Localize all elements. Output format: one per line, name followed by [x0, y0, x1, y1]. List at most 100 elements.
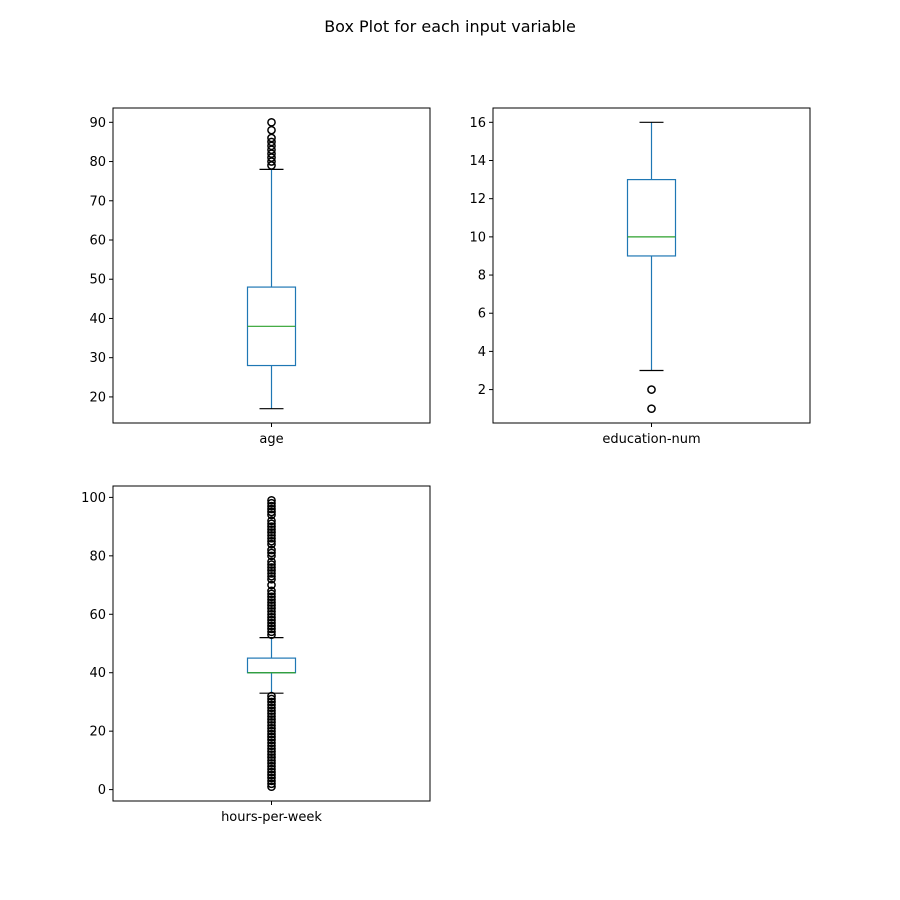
- y-tick-label: 70: [89, 194, 106, 209]
- y-tick-label: 90: [89, 116, 106, 131]
- outlier-point: [267, 592, 276, 602]
- outlier-point: [267, 764, 276, 774]
- outlier-point: [267, 566, 276, 575]
- y-tick-label: 20: [89, 390, 106, 405]
- outlier-point: [267, 694, 276, 704]
- outlier-point: [267, 495, 276, 505]
- outlier-point: [267, 580, 276, 590]
- outlier-point: [267, 744, 276, 754]
- y-tick-label: 10: [469, 230, 486, 245]
- outlier-point: [267, 539, 276, 549]
- iqr-box: [246, 657, 297, 674]
- outlier-point: [267, 715, 276, 724]
- outlier-point: [267, 548, 276, 558]
- outlier-point: [267, 732, 276, 742]
- y-tick-label: 16: [469, 116, 486, 131]
- outlier-point: [267, 598, 276, 607]
- outlier-point: [267, 528, 276, 537]
- outlier-point: [267, 533, 276, 543]
- outlier-point: [267, 729, 276, 739]
- outlier-point: [267, 758, 276, 768]
- outlier-point: [267, 624, 276, 634]
- outlier-point: [267, 726, 276, 736]
- outlier-point: [267, 557, 276, 567]
- outlier-point: [267, 723, 276, 733]
- outlier-point: [267, 770, 276, 780]
- outlier-point: [267, 531, 276, 540]
- outlier-point: [267, 545, 276, 555]
- y-tick-label: 60: [89, 608, 106, 623]
- outlier-point: [267, 117, 276, 127]
- outlier-point: [267, 498, 276, 508]
- outlier-point: [267, 516, 276, 526]
- outlier-point: [267, 571, 276, 581]
- x-category-label: education-num: [602, 432, 700, 447]
- outlier-point: [267, 522, 276, 531]
- y-tick-label: 8: [478, 269, 486, 284]
- outlier-point: [267, 779, 276, 789]
- y-tick-label: 50: [89, 273, 106, 288]
- iqr-box: [626, 178, 677, 257]
- outlier-point: [267, 574, 276, 584]
- outlier-point: [267, 612, 276, 622]
- y-tick-label: 60: [89, 234, 106, 249]
- outlier-point: [267, 630, 276, 640]
- outlier-point: [267, 691, 276, 701]
- outlier-point: [267, 601, 276, 610]
- subplot-hours-per-week: 0 20 40 60 80 100 hours-per-week: [81, 485, 431, 825]
- outlier-point: [267, 738, 276, 748]
- outlier-point: [267, 560, 276, 569]
- outlier-point: [267, 595, 276, 605]
- y-tick-label: 6: [478, 307, 486, 322]
- outlier-point: [267, 627, 276, 637]
- x-category-label: age: [259, 432, 283, 447]
- outlier-point: [267, 563, 276, 572]
- outlier-point: [267, 735, 276, 745]
- outlier-point: [267, 720, 276, 730]
- y-tick-label: 2: [478, 383, 486, 398]
- outlier-point: [267, 753, 276, 762]
- outlier-point: [267, 504, 276, 514]
- outlier-point: [267, 773, 276, 783]
- y-tick-label: 0: [98, 783, 106, 798]
- outlier-point: [267, 761, 276, 771]
- outlier-point: [267, 525, 276, 534]
- outlier-point: [267, 700, 276, 710]
- outlier-point: [267, 709, 276, 718]
- outlier-point: [267, 536, 276, 546]
- outlier-point: [267, 607, 276, 616]
- outlier-point: [267, 618, 276, 628]
- outlier-point: [267, 747, 276, 756]
- outlier-point: [267, 609, 276, 619]
- outlier-point: [267, 125, 276, 135]
- outlier-point: [267, 551, 276, 561]
- outlier-point: [267, 741, 276, 751]
- y-tick-label: 20: [89, 725, 106, 740]
- outlier-point: [267, 586, 276, 596]
- y-tick-label: 100: [81, 491, 106, 506]
- x-category-label: hours-per-week: [221, 810, 322, 825]
- outlier-point: [267, 756, 276, 765]
- subplot-panels: 20 30 40 50 60 70 80 90 age 2 4 6 8 10 12 14 16 education…: [81, 107, 811, 825]
- outlier-point: [267, 750, 276, 759]
- outlier-point: [267, 569, 276, 578]
- outlier-point: [267, 510, 276, 520]
- outlier-point: [267, 767, 276, 777]
- outlier-point: [267, 604, 276, 613]
- y-tick-label: 14: [469, 154, 486, 169]
- outlier-point: [267, 501, 276, 511]
- y-tick-label: 12: [469, 192, 486, 207]
- subplot-age: 20 30 40 50 60 70 80 90 age: [89, 107, 431, 447]
- outlier-point: [267, 703, 276, 713]
- outlier-point: [267, 507, 276, 517]
- outlier-point: [267, 519, 276, 529]
- y-tick-label: 4: [478, 345, 486, 360]
- outlier-point: [267, 589, 276, 599]
- outlier-point: [267, 718, 276, 727]
- outlier-point: [647, 385, 656, 394]
- outlier-point: [267, 782, 276, 792]
- y-tick-label: 40: [89, 312, 106, 327]
- figure-title: Box Plot for each input variable: [324, 17, 576, 36]
- outlier-point: [267, 706, 276, 716]
